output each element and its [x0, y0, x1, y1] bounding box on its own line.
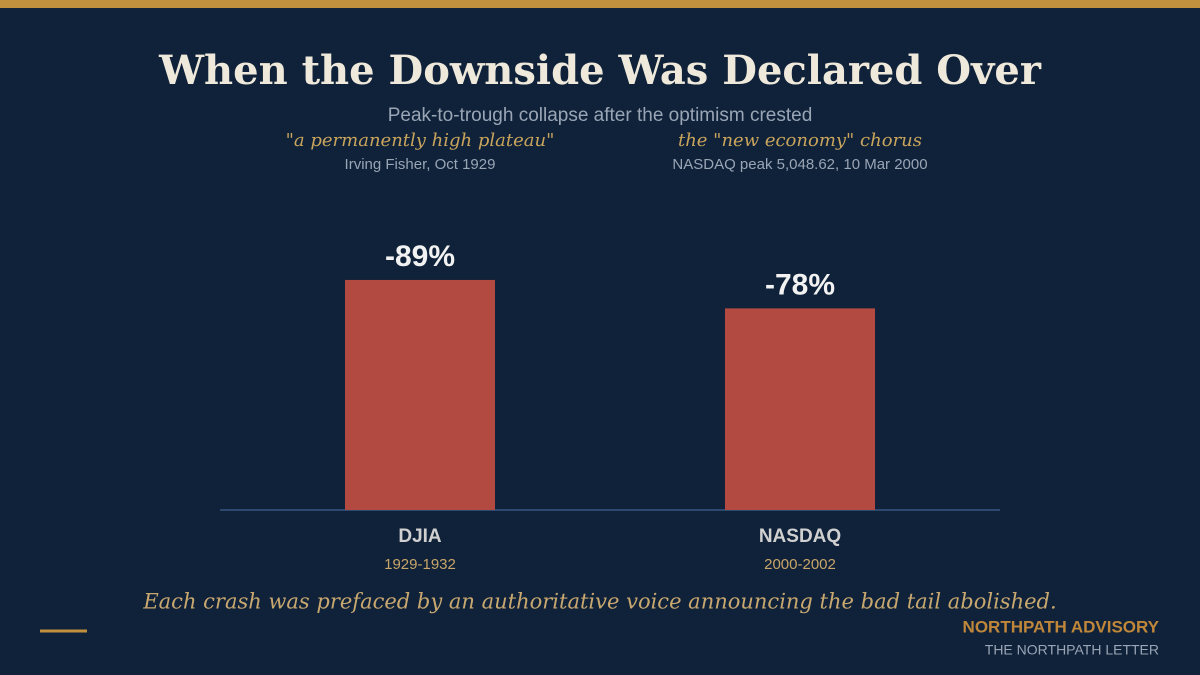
- quote: the "new economy" chorus: [678, 130, 922, 151]
- bar: [345, 279, 495, 510]
- chart-title: When the Downside Was Declared Over: [158, 47, 1042, 94]
- footnote: Each crash was prefaced by an authoritat…: [142, 590, 1056, 614]
- subtitle: Peak-to-trough collapse after the optimi…: [388, 105, 813, 126]
- bar: [725, 308, 875, 510]
- period-label: 1929-1932: [384, 556, 456, 573]
- brand: NORTHPATH ADVISORY: [963, 617, 1160, 636]
- top-rule: [0, 0, 1200, 8]
- x-tick-label: DJIA: [398, 526, 442, 547]
- publication: THE NORTHPATH LETTER: [985, 642, 1159, 658]
- period-label: 2000-2002: [764, 556, 836, 573]
- x-tick-label: NASDAQ: [759, 526, 841, 547]
- value-label: -78%: [765, 268, 835, 301]
- quote: "a permanently high plateau": [286, 130, 555, 151]
- attribution: Irving Fisher, Oct 1929: [345, 156, 496, 173]
- attribution: NASDAQ peak 5,048.62, 10 Mar 2000: [672, 156, 927, 173]
- value-label: -89%: [385, 240, 455, 273]
